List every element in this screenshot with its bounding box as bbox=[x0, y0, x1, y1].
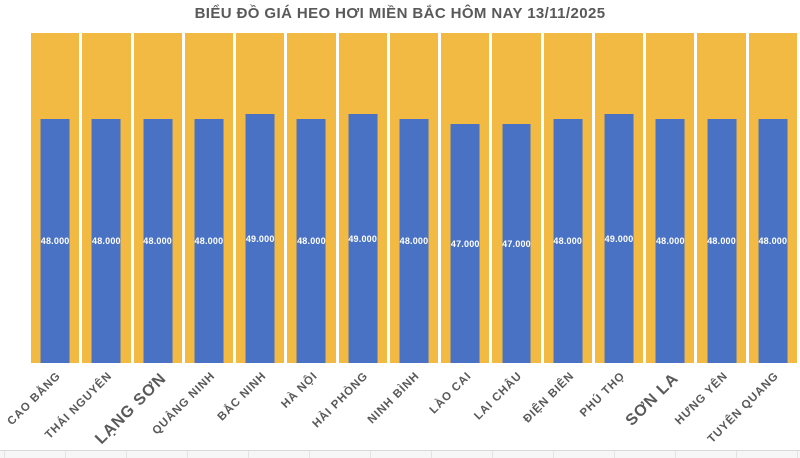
bar-value-label: 47.000 bbox=[450, 238, 480, 249]
bar-value-label: 48.000 bbox=[297, 236, 326, 247]
column-group: 47.000 bbox=[492, 33, 541, 363]
bar-value-label: 49.000 bbox=[245, 233, 275, 244]
x-axis-label: CAO BẰNG bbox=[5, 370, 64, 428]
price-bar: 48.000 bbox=[758, 119, 788, 363]
bar-value-label: 48.000 bbox=[143, 236, 173, 247]
x-axis-label: LÀO CAI bbox=[427, 370, 474, 417]
price-bar: 48.000 bbox=[40, 119, 70, 363]
bar-value-label: 47.000 bbox=[502, 238, 531, 249]
x-axis-label: NINH BÌNH bbox=[366, 370, 423, 427]
bar-value-label: 49.000 bbox=[604, 233, 634, 244]
column-group: 47.000 bbox=[441, 33, 490, 363]
price-bar: 48.000 bbox=[296, 119, 326, 363]
column-group: 48.000 bbox=[697, 33, 746, 363]
column-group: 48.000 bbox=[543, 33, 592, 363]
bar-value-label: 48.000 bbox=[92, 236, 121, 247]
cropped-table-strip bbox=[0, 450, 800, 458]
x-axis-label: LAI CHÂU bbox=[472, 370, 526, 423]
price-bar: 47.000 bbox=[450, 124, 480, 363]
plot-area: 48.000 48.000 48.000 48.000 49.000 48.000 49.0… bbox=[31, 33, 797, 363]
column-group: 48.000 bbox=[748, 33, 797, 363]
price-bar: 48.000 bbox=[143, 119, 173, 363]
column-group: 48.000 bbox=[133, 33, 182, 363]
x-axis-label: ĐIỆN BIÊN bbox=[520, 370, 577, 426]
bar-value-label: 48.000 bbox=[553, 236, 583, 247]
x-axis-label: HẢI PHÒNG bbox=[310, 370, 372, 431]
column-group: 49.000 bbox=[594, 33, 644, 363]
bar-value-label: 49.000 bbox=[348, 233, 378, 244]
column-group: 48.000 bbox=[184, 33, 234, 363]
price-bar: 48.000 bbox=[707, 119, 737, 363]
bar-value-label: 48.000 bbox=[758, 236, 788, 247]
price-bar: 48.000 bbox=[553, 119, 583, 363]
bar-value-label: 48.000 bbox=[399, 236, 429, 247]
price-bar: 49.000 bbox=[604, 114, 634, 363]
price-bar: 48.000 bbox=[655, 119, 685, 363]
bar-value-label: 48.000 bbox=[655, 236, 685, 247]
x-axis-label: BẮC NINH bbox=[215, 370, 269, 424]
column-group: 49.000 bbox=[236, 33, 285, 363]
x-axis-label: SƠN LA bbox=[622, 370, 683, 430]
bar-value-label: 48.000 bbox=[40, 236, 70, 247]
column-group: 49.000 bbox=[338, 33, 387, 363]
x-axis-label: PHÚ THỌ bbox=[578, 370, 628, 420]
price-bar: 48.000 bbox=[91, 119, 121, 363]
price-bar: 48.000 bbox=[399, 119, 429, 363]
column-group: 48.000 bbox=[31, 33, 80, 363]
x-axis-label: HÀ NỘI bbox=[279, 370, 320, 411]
price-bar: 49.000 bbox=[245, 114, 275, 363]
price-bar: 48.000 bbox=[194, 119, 224, 363]
price-bar: 47.000 bbox=[502, 124, 531, 363]
bar-value-label: 48.000 bbox=[194, 236, 224, 247]
chart-title: BIỂU ĐỒ GIÁ HEO HƠI MIỀN BẮC HÔM NAY 13/… bbox=[194, 5, 606, 22]
price-bar: 49.000 bbox=[348, 114, 378, 363]
column-group: 48.000 bbox=[287, 33, 336, 363]
x-axis-labels: CAO BẰNG THÁI NGUYÊN LẠNG SƠN QUẢNG NINH BẮC… bbox=[0, 370, 800, 448]
column-group: 48.000 bbox=[646, 33, 695, 363]
column-group: 48.000 bbox=[389, 33, 439, 363]
x-axis-label: HƯNG YÊN bbox=[672, 370, 731, 428]
bar-value-label: 48.000 bbox=[707, 236, 736, 247]
column-group: 48.000 bbox=[82, 33, 131, 363]
